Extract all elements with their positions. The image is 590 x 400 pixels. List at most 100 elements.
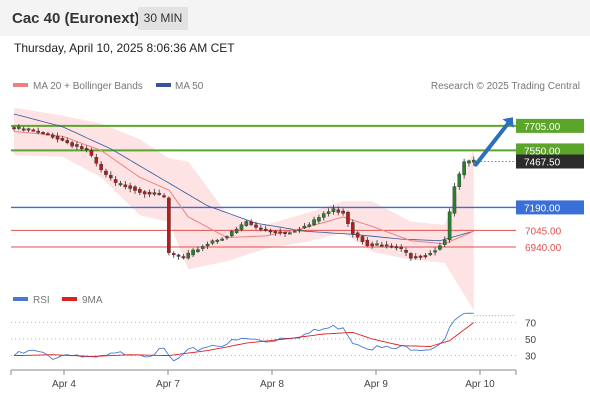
candle bbox=[399, 244, 404, 252]
ma20-legend-swatch bbox=[13, 83, 28, 87]
time-axis-label: Apr 9 bbox=[364, 379, 388, 390]
candle bbox=[31, 128, 36, 132]
candle bbox=[94, 153, 99, 167]
candle bbox=[147, 189, 152, 198]
candle bbox=[375, 240, 379, 246]
rsi-ma-legend-swatch bbox=[62, 297, 77, 301]
forecast-arrow-shaft bbox=[473, 121, 510, 167]
chart-timestamp: Thursday, April 10, 2025 8:06:36 AM CET bbox=[14, 41, 235, 55]
candle bbox=[41, 131, 45, 135]
rsi-legend-label: RSI bbox=[33, 295, 50, 306]
ma20-line bbox=[13, 130, 475, 245]
candle bbox=[283, 231, 287, 238]
candle bbox=[70, 140, 74, 149]
candle bbox=[142, 190, 147, 198]
candle bbox=[176, 253, 181, 260]
time-axis-label: Apr 4 bbox=[52, 379, 76, 390]
candle bbox=[418, 254, 423, 260]
candle bbox=[268, 228, 273, 235]
candle bbox=[84, 145, 89, 153]
candle bbox=[438, 242, 442, 251]
candle bbox=[26, 127, 31, 133]
candle bbox=[133, 185, 137, 194]
rsi-ma-legend-label: 9MA bbox=[82, 295, 103, 306]
header-bar: Cac 40 (Euronext) 30 MIN bbox=[0, 0, 590, 36]
candle bbox=[288, 231, 292, 235]
level-label-resistance: 7550.00 bbox=[524, 146, 561, 157]
candle bbox=[108, 171, 113, 181]
ma50-legend-swatch bbox=[156, 83, 171, 87]
candle bbox=[210, 239, 215, 246]
candle bbox=[220, 237, 224, 241]
ma20-legend-label: MA 20 + Bollinger Bands bbox=[33, 81, 143, 92]
candle bbox=[191, 248, 195, 258]
last-price-badge bbox=[516, 154, 584, 169]
candle bbox=[467, 159, 471, 167]
candle bbox=[99, 161, 103, 173]
candle bbox=[171, 251, 176, 258]
candle bbox=[128, 182, 132, 193]
candle bbox=[55, 132, 60, 143]
candle bbox=[447, 208, 452, 243]
candle bbox=[389, 243, 394, 249]
bollinger-band-area bbox=[14, 107, 474, 311]
candle bbox=[321, 211, 326, 221]
level-label-support: 6940.00 bbox=[525, 243, 562, 254]
rsi-legend-swatch bbox=[13, 297, 28, 301]
candle bbox=[307, 221, 312, 228]
candle bbox=[113, 176, 118, 187]
candle bbox=[360, 235, 365, 245]
candle bbox=[341, 208, 345, 216]
time-axis-label: Apr 8 bbox=[260, 379, 284, 390]
candle bbox=[215, 238, 220, 244]
time-axis-label: Apr 10 bbox=[465, 379, 495, 390]
rsi-ma-line bbox=[13, 322, 475, 357]
candle bbox=[413, 253, 418, 260]
candle bbox=[273, 229, 278, 236]
candle bbox=[433, 247, 437, 256]
candle bbox=[104, 168, 108, 178]
candle bbox=[196, 246, 200, 253]
candle bbox=[46, 132, 50, 136]
candle bbox=[423, 252, 428, 259]
candle bbox=[442, 236, 447, 248]
ma50-line bbox=[13, 113, 474, 242]
time-axis-label: Apr 7 bbox=[156, 379, 180, 390]
candle bbox=[254, 221, 258, 230]
candle bbox=[239, 222, 244, 232]
ma50-legend-label: MA 50 bbox=[175, 81, 204, 92]
candle bbox=[297, 226, 302, 233]
level-badge-pivot bbox=[516, 200, 584, 215]
level-badge-resistance bbox=[516, 118, 584, 133]
candle bbox=[75, 141, 79, 151]
last-price-label: 7467.50 bbox=[524, 158, 561, 169]
candle bbox=[229, 229, 234, 238]
candle bbox=[457, 171, 462, 190]
candle bbox=[65, 137, 70, 145]
candle bbox=[263, 225, 268, 232]
timeframe-badge[interactable]: 30 MIN bbox=[138, 7, 188, 30]
candle bbox=[404, 247, 408, 257]
candle bbox=[138, 187, 142, 196]
rsi-tick-label: 50 bbox=[525, 335, 537, 346]
candle bbox=[89, 147, 94, 158]
candle bbox=[409, 252, 413, 261]
candle bbox=[157, 189, 162, 196]
candle bbox=[17, 124, 21, 131]
level-badge-resistance bbox=[516, 143, 584, 158]
candle bbox=[302, 222, 307, 229]
forecast-arrow-head bbox=[502, 117, 514, 128]
candle bbox=[326, 208, 331, 217]
candle bbox=[394, 244, 399, 251]
candle bbox=[384, 241, 389, 249]
candle bbox=[462, 158, 466, 179]
candle bbox=[181, 253, 186, 260]
rsi-tick-label: 70 bbox=[525, 318, 537, 329]
credit-text: Research © 2025 Trading Central bbox=[431, 81, 580, 92]
rsi-line bbox=[13, 312, 474, 362]
candle bbox=[336, 206, 341, 216]
candle bbox=[234, 226, 239, 235]
level-label-pivot: 7190.00 bbox=[524, 203, 561, 214]
candle bbox=[312, 216, 316, 227]
